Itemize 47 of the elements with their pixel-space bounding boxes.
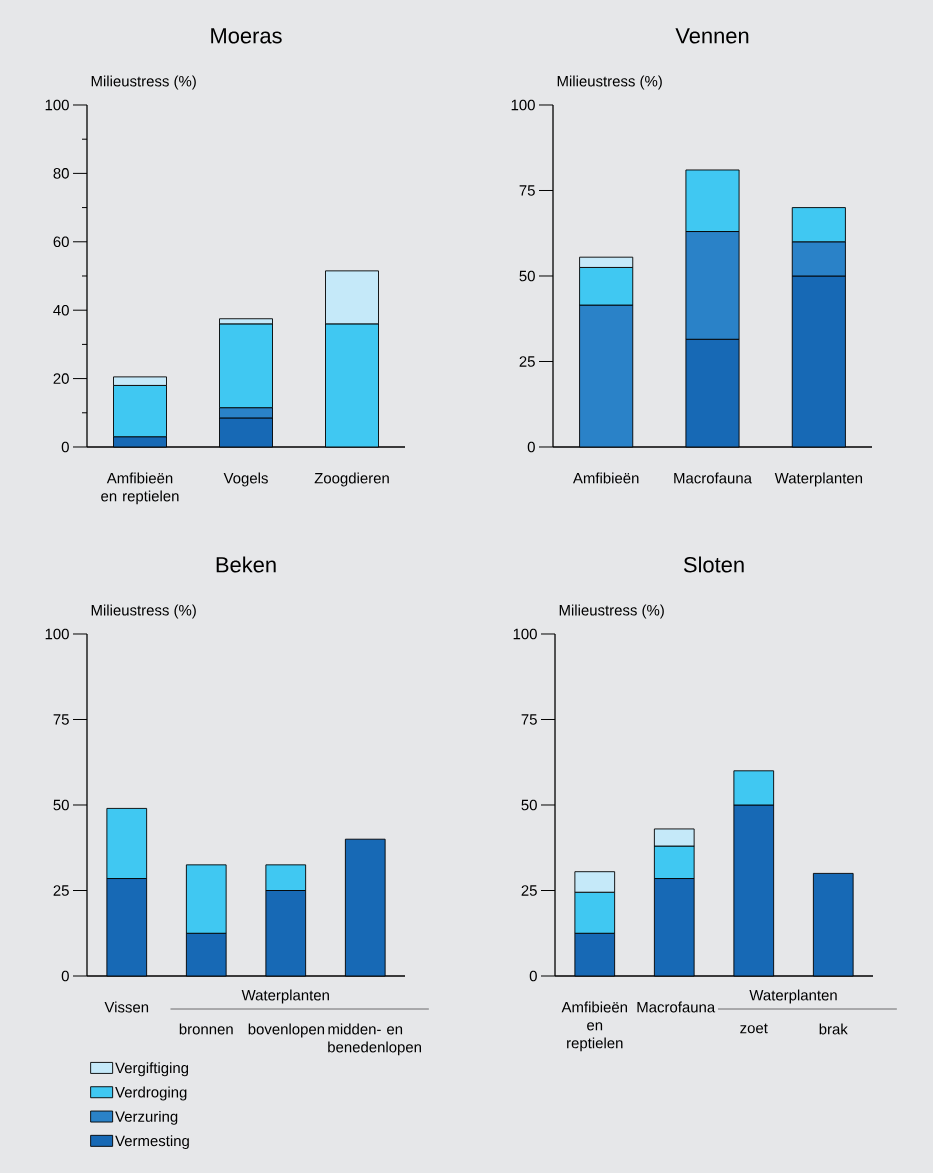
- chart-title: Vennen: [675, 28, 749, 44]
- x-tick-label: brak: [819, 1023, 848, 1035]
- x-tick-label: bronnen: [179, 1023, 233, 1035]
- y-tick-label: 20: [53, 373, 69, 384]
- chart-title: Beken: [216, 556, 276, 573]
- y-tick-label: 80: [53, 168, 69, 179]
- y-tick-label: 75: [519, 185, 535, 196]
- y-tick-label: 75: [53, 714, 69, 725]
- x-tick-label: midden- en benedenlopen: [328, 1023, 421, 1056]
- x-tick-label: Zoogdieren: [314, 472, 389, 487]
- y-tick-label: 0: [529, 970, 537, 982]
- y-tick-label: 50: [53, 799, 69, 811]
- y-tick-label: 100: [511, 99, 535, 111]
- x-tick-label: Vissen: [104, 1001, 149, 1013]
- chart-title: Moeras: [211, 28, 282, 44]
- y-tick-label: 40: [53, 304, 69, 316]
- x-tick-label: Amfibieën: [572, 472, 639, 484]
- x-tick-label: Amfibieën en reptielen: [561, 1001, 628, 1052]
- legend-label: Vergiftiging: [115, 1062, 189, 1077]
- y-tick-label: 25: [53, 885, 69, 896]
- x-tick-label: Waterplanten: [774, 472, 863, 487]
- x-tick-label: Macrofauna: [674, 472, 752, 484]
- y-tick-label: 25: [519, 356, 535, 367]
- legend-label: Verzuring: [115, 1110, 178, 1125]
- x-tick-label: Amfibieën en reptielen: [101, 472, 179, 505]
- y-axis-title: Milieustress (%): [557, 75, 662, 90]
- y-tick-label: 100: [45, 99, 69, 111]
- y-axis-title: Milieustress (%): [91, 75, 196, 90]
- x-tick-label: zoet: [740, 1023, 768, 1034]
- x-tick-label: bovenlopen: [248, 1023, 325, 1038]
- y-tick-label: 50: [519, 270, 535, 282]
- y-tick-label: 100: [513, 628, 537, 640]
- y-tick-label: 0: [61, 970, 69, 982]
- legend-label: Vermesting: [115, 1135, 189, 1150]
- y-tick-label: 50: [521, 799, 537, 811]
- y-tick-label: 100: [45, 628, 69, 640]
- y-tick-label: 75: [521, 714, 537, 725]
- y-tick-label: 60: [53, 236, 69, 248]
- x-tick-label: Vogels: [223, 472, 268, 487]
- y-axis-title: Milieustress (%): [559, 604, 664, 619]
- y-tick-label: 0: [527, 441, 535, 453]
- y-tick-label: 25: [521, 885, 537, 896]
- y-axis-title: Milieustress (%): [91, 604, 196, 619]
- chart-title: Sloten: [683, 556, 744, 573]
- x-tick-label: Macrofauna: [637, 1001, 716, 1013]
- legend-label: Verdroging: [115, 1086, 187, 1101]
- y-tick-label: 0: [61, 441, 69, 453]
